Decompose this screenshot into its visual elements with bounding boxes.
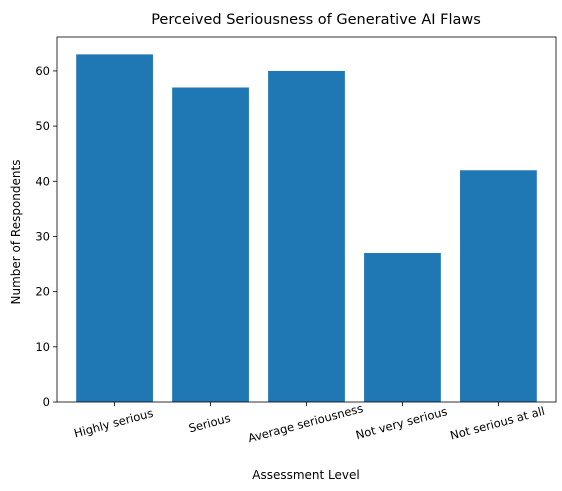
x-tick-label: Average seriousness bbox=[246, 401, 364, 445]
x-axis-ticks: Highly serious Serious Average seriousness… bbox=[72, 401, 546, 445]
y-tick-label: 50 bbox=[35, 119, 50, 133]
chart-title: Perceived Seriousness of Generative AI F… bbox=[151, 12, 481, 28]
y-axis-ticks: 0 10 20 30 40 50 60 bbox=[35, 64, 57, 409]
x-tick-label: Not serious at all bbox=[449, 404, 547, 443]
y-tick-label: 20 bbox=[35, 285, 50, 299]
y-tick-label: 0 bbox=[43, 395, 50, 409]
bar-3 bbox=[268, 70, 345, 403]
x-tick-label: Not very serious bbox=[354, 404, 449, 442]
bar-5 bbox=[460, 170, 537, 402]
bars-group bbox=[76, 54, 537, 403]
bar-2 bbox=[172, 87, 249, 403]
plot-frame bbox=[56, 36, 557, 403]
bar-1 bbox=[76, 54, 153, 402]
y-tick-label: 40 bbox=[35, 174, 50, 188]
x-tick-label: Serious bbox=[187, 411, 232, 436]
bar-4 bbox=[364, 253, 441, 402]
y-tick-label: 30 bbox=[35, 229, 50, 243]
x-tick-label: Highly serious bbox=[72, 406, 154, 441]
y-tick-label: 10 bbox=[35, 340, 50, 354]
y-tick-label: 60 bbox=[35, 64, 50, 78]
y-axis-label: Number of Respondents bbox=[9, 160, 23, 305]
x-axis-label: Assessment Level bbox=[252, 468, 359, 482]
